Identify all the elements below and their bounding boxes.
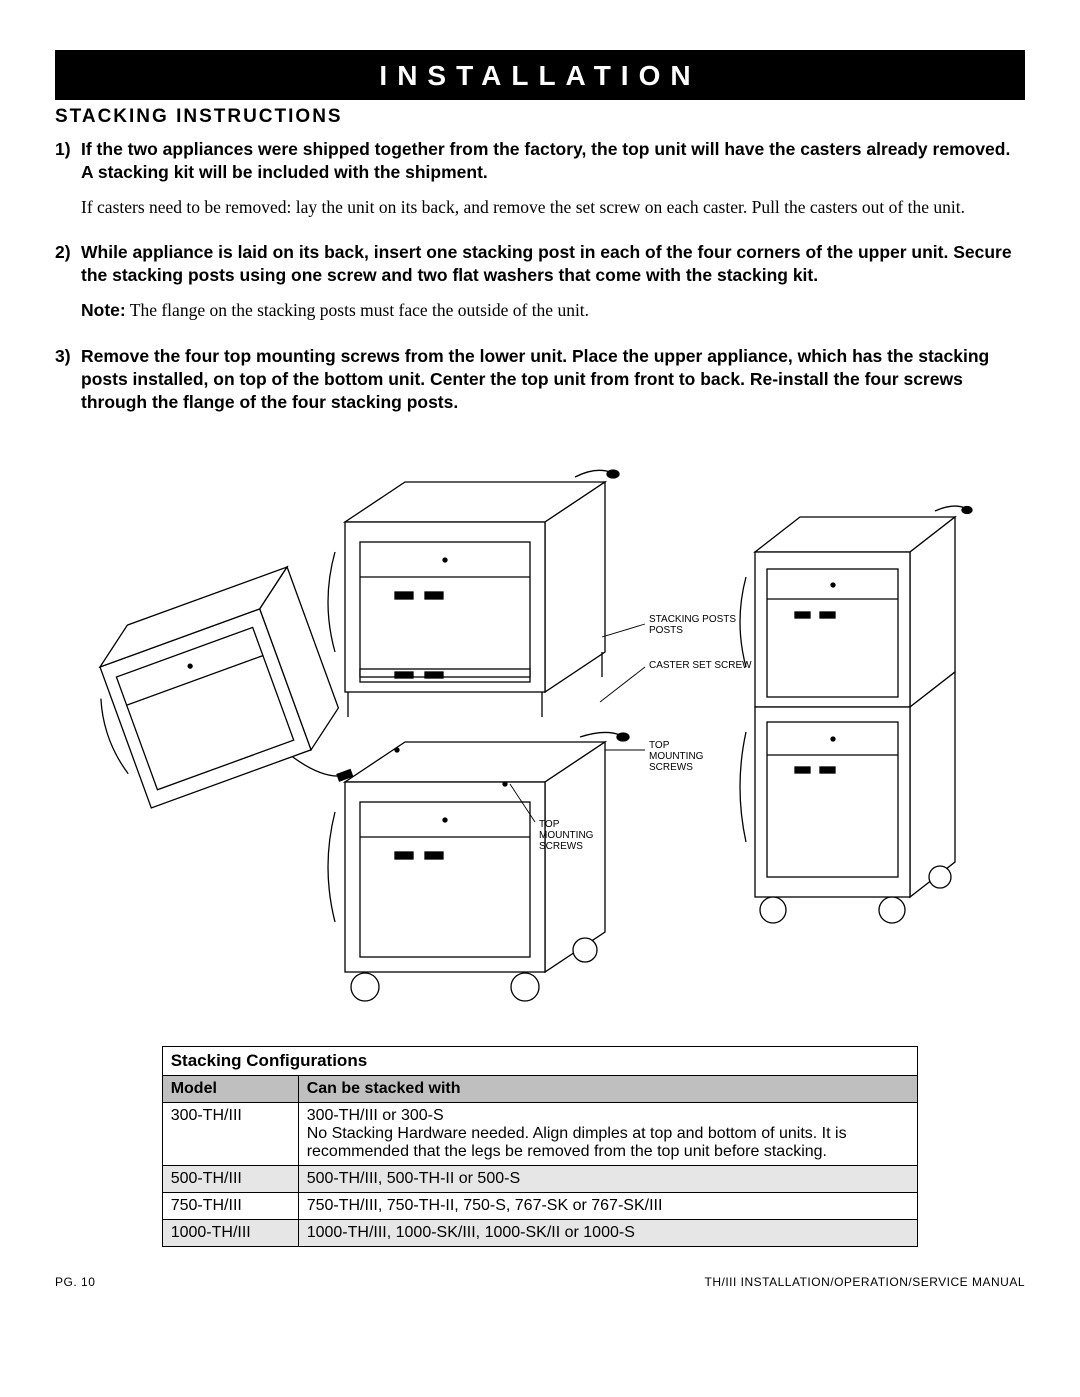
col-model: Model <box>162 1075 298 1102</box>
label-caster-set-screw: CASTER SET SCREW <box>649 660 752 671</box>
diagram-svg: STACKING POSTS POSTS CASTER SET SCREW TO… <box>55 442 1025 1022</box>
step-bold-text: While appliance is laid on its back, ins… <box>81 241 1025 287</box>
cell-model: 500-TH/III <box>162 1165 298 1192</box>
col-stack: Can be stacked with <box>298 1075 918 1102</box>
stacking-config-table: Stacking Configurations Model Can be sta… <box>162 1046 919 1247</box>
step-bold-text: Remove the four top mounting screws from… <box>81 345 1025 414</box>
cell-model: 300-TH/III <box>162 1102 298 1165</box>
note-text: The flange on the stacking posts must fa… <box>126 300 589 320</box>
label-stacking-posts: STACKING POSTS <box>649 614 736 625</box>
cell-model: 750-TH/III <box>162 1192 298 1219</box>
table-header-row: Model Can be stacked with <box>162 1075 918 1102</box>
step-3: 3) Remove the four top mounting screws f… <box>55 345 1025 426</box>
step-number: 3) <box>55 345 81 426</box>
step-serif-text: If casters need to be removed: lay the u… <box>81 196 1025 219</box>
instructions-block: 1) If the two appliances were shipped to… <box>55 138 1025 426</box>
table-row: 750-TH/III 750-TH/III, 750-TH-II, 750-S,… <box>162 1192 918 1219</box>
label-top-mounting-2: SCREWS <box>539 841 583 852</box>
cell-stack: 300-TH/III or 300-SNo Stacking Hardware … <box>298 1102 918 1165</box>
manual-title: TH/III INSTALLATION/OPERATION/SERVICE MA… <box>705 1275 1026 1289</box>
table-row: 500-TH/III 500-TH/III, 500-TH-II or 500-… <box>162 1165 918 1192</box>
step-bold-text: If the two appliances were shipped toget… <box>81 138 1025 184</box>
step-note: Note: The flange on the stacking posts m… <box>81 299 1025 322</box>
section-title: STACKING INSTRUCTIONS <box>55 106 1025 128</box>
note-label: Note: <box>81 300 126 320</box>
page-number: PG. 10 <box>55 1275 95 1289</box>
table-row: 300-TH/III 300-TH/III or 300-SNo Stackin… <box>162 1102 918 1165</box>
step-body: Remove the four top mounting screws from… <box>81 345 1025 426</box>
cell-stack: 750-TH/III, 750-TH-II, 750-S, 767-SK or … <box>298 1192 918 1219</box>
page-footer: PG. 10 TH/III INSTALLATION/OPERATION/SER… <box>55 1275 1025 1289</box>
svg-text:TOP: TOP <box>539 819 560 830</box>
step-number: 2) <box>55 241 81 334</box>
cell-model: 1000-TH/III <box>162 1219 298 1246</box>
table-row: 1000-TH/III 1000-TH/III, 1000-SK/III, 10… <box>162 1219 918 1246</box>
stacking-diagram: STACKING POSTS POSTS CASTER SET SCREW TO… <box>55 442 1025 1022</box>
table-title: Stacking Configurations <box>162 1046 918 1075</box>
step-body: If the two appliances were shipped toget… <box>81 138 1025 231</box>
svg-text:TOP: TOP <box>649 740 670 751</box>
step-2: 2) While appliance is laid on its back, … <box>55 241 1025 334</box>
cell-stack: 1000-TH/III, 1000-SK/III, 1000-SK/II or … <box>298 1219 918 1246</box>
cell-stack: 500-TH/III, 500-TH-II or 500-S <box>298 1165 918 1192</box>
step-body: While appliance is laid on its back, ins… <box>81 241 1025 334</box>
svg-text:POSTS: POSTS <box>649 625 683 636</box>
label-top-mounting-1: SCREWS <box>649 762 693 773</box>
svg-text:MOUNTING: MOUNTING <box>649 751 704 762</box>
svg-text:MOUNTING: MOUNTING <box>539 830 594 841</box>
step-number: 1) <box>55 138 81 231</box>
installation-banner: INSTALLATION <box>55 50 1025 100</box>
step-1: 1) If the two appliances were shipped to… <box>55 138 1025 231</box>
